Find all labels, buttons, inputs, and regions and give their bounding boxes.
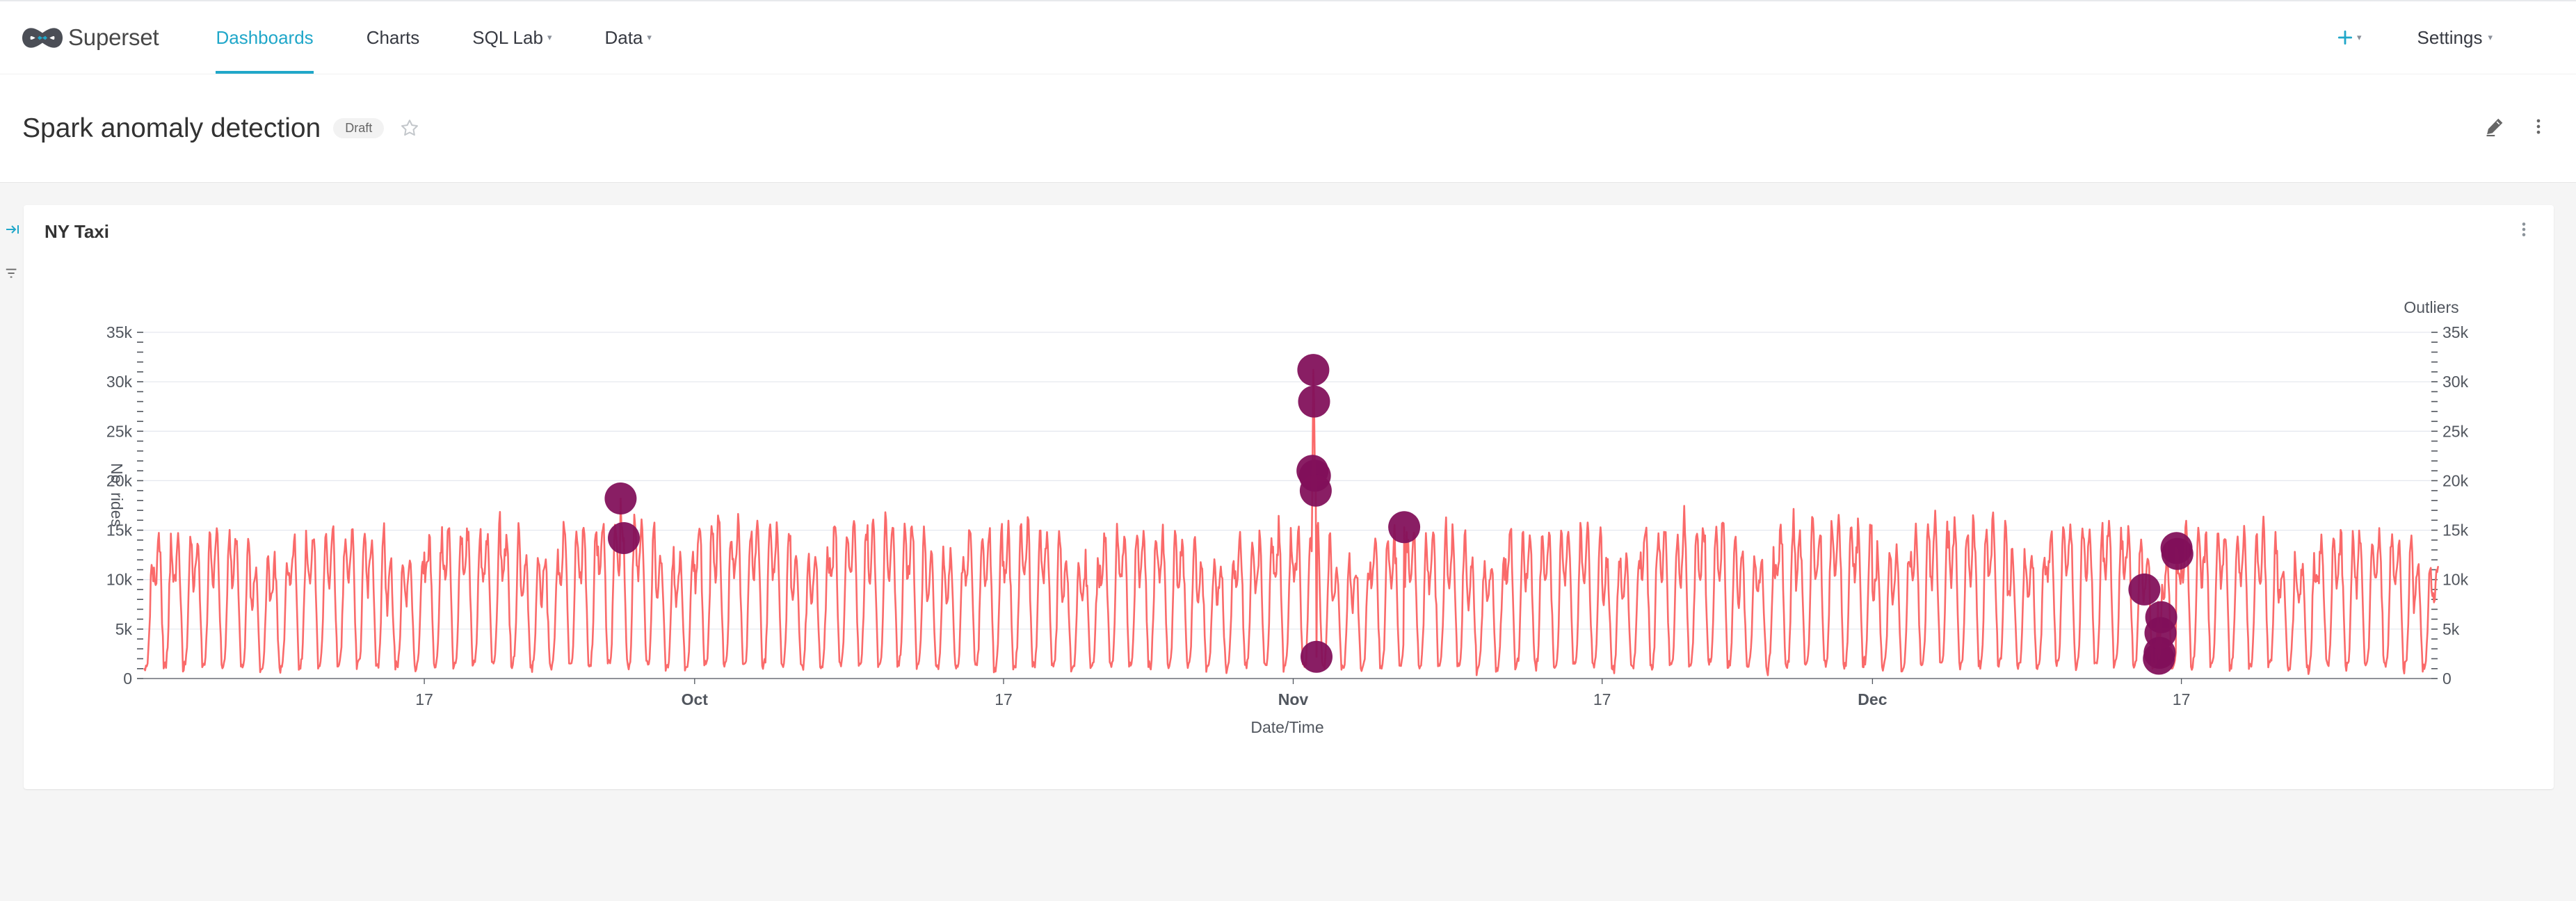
svg-text:15k: 15k: [2442, 521, 2469, 539]
svg-text:17: 17: [995, 690, 1013, 708]
svg-text:No. rides: No. rides: [108, 463, 126, 527]
svg-text:10k: 10k: [2442, 571, 2469, 589]
svg-text:Oct: Oct: [682, 690, 709, 708]
svg-text:Date/Time: Date/Time: [1250, 718, 1323, 736]
svg-text:0: 0: [123, 669, 132, 688]
svg-text:17: 17: [1593, 690, 1611, 708]
svg-text:35k: 35k: [2442, 323, 2469, 341]
svg-text:35k: 35k: [106, 323, 133, 341]
svg-text:5k: 5k: [115, 620, 133, 638]
svg-text:Outliers: Outliers: [2404, 298, 2458, 316]
svg-text:10k: 10k: [106, 571, 133, 589]
svg-text:Dec: Dec: [1858, 690, 1887, 708]
svg-text:17: 17: [2173, 690, 2191, 708]
svg-text:20k: 20k: [2442, 471, 2469, 489]
svg-text:25k: 25k: [2442, 422, 2469, 440]
svg-text:30k: 30k: [106, 373, 133, 391]
svg-text:Nov: Nov: [1278, 690, 1309, 708]
svg-text:25k: 25k: [106, 422, 133, 440]
svg-text:5k: 5k: [2442, 620, 2460, 638]
svg-text:0: 0: [2442, 669, 2452, 688]
svg-text:30k: 30k: [2442, 373, 2469, 391]
svg-text:17: 17: [415, 690, 433, 708]
